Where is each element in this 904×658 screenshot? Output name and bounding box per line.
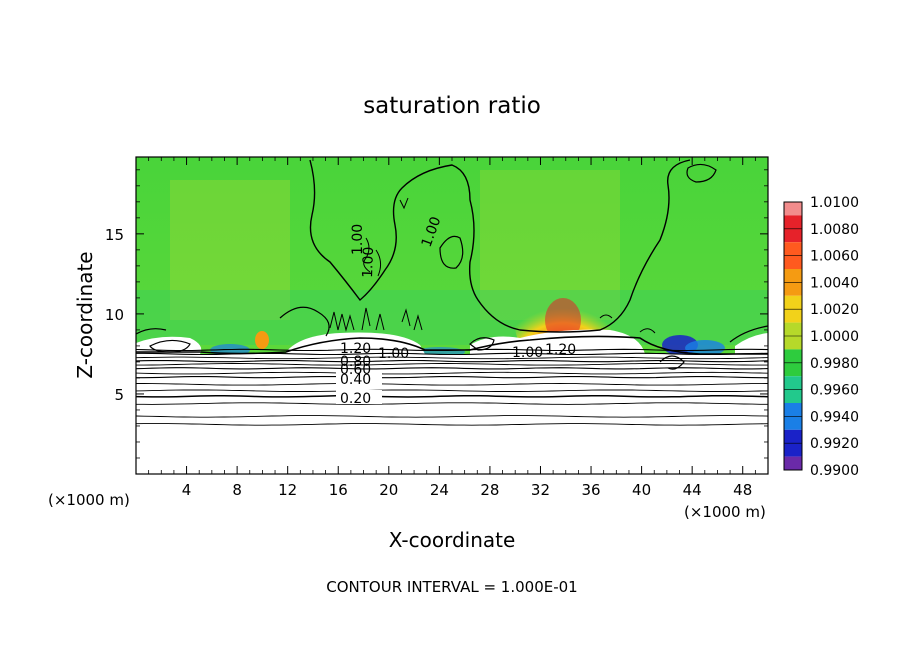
colorbar-label: 1.0060	[810, 249, 859, 265]
contour-line	[136, 415, 768, 418]
colorbar-label: 0.9960	[810, 383, 859, 399]
contour-line	[136, 371, 768, 375]
contour-upper	[279, 306, 330, 337]
contour-label: 1.00	[350, 224, 366, 255]
plot-area: 0.20 0.40 0.60 0.80 1.20 1.00 1.00 1.20 …	[136, 157, 768, 474]
contour-label: 0.60	[340, 362, 371, 378]
contour-label: 0.40	[340, 372, 371, 388]
contour-line	[136, 348, 768, 352]
contour-line	[136, 352, 768, 356]
y-axis: 5 10 15	[105, 169, 768, 459]
extra-contour-lines	[136, 356, 768, 426]
x-tick-label: 36	[581, 481, 600, 499]
contour-upper	[439, 235, 464, 269]
contour-wiggle	[363, 197, 409, 277]
y-axis-label: Z-coordinate	[73, 251, 97, 378]
x-tick-label: 8	[232, 481, 242, 499]
x-unit-left: (×1000 m)	[48, 491, 130, 509]
contour-line	[136, 423, 768, 426]
colorbar-band	[784, 456, 802, 470]
lower-blank-region	[136, 354, 768, 474]
contour-line	[136, 367, 768, 370]
contour-wiggle	[599, 314, 656, 334]
x-axis: 4 8 12 16 20 24 28 32 36 40 44 48	[148, 157, 756, 499]
contour-line	[136, 356, 768, 360]
x-tick-label: 4	[182, 481, 192, 499]
warm-spot	[255, 331, 269, 349]
colorbar-label: 1.0020	[810, 302, 859, 318]
contour-line	[136, 359, 768, 363]
x-tick-label: 16	[329, 481, 348, 499]
x-tick-label: 24	[430, 481, 449, 499]
x-unit-right: (×1000 m)	[684, 503, 766, 521]
contour-upper	[309, 159, 691, 333]
colorbar-label: 1.0080	[810, 222, 859, 238]
field-patch	[136, 290, 768, 345]
x-tick-label: 28	[480, 481, 499, 499]
colorbar-label: 0.9900	[810, 463, 859, 479]
contour-wiggle	[329, 307, 423, 332]
contour-label: 1.20	[340, 341, 371, 357]
contour-line	[136, 363, 768, 366]
contour-cloudbase	[659, 355, 685, 370]
contour-lines	[136, 348, 768, 398]
contour-label: 0.20	[340, 391, 371, 407]
white-blob	[286, 332, 425, 354]
colorbar-label: 0.9920	[810, 436, 859, 452]
colorbar-label: 1.0100	[810, 195, 859, 211]
contour-label: 1.20	[545, 342, 576, 358]
x-tick-label: 12	[278, 481, 297, 499]
contour-labels: 0.20 0.40 0.60 0.80 1.20 1.00 1.00 1.20 …	[336, 215, 576, 407]
chart-title: saturation ratio	[363, 93, 541, 119]
colorbar-label: 0.9940	[810, 409, 859, 425]
colorbar-label: 0.9980	[810, 356, 859, 372]
contour-label: 1.00	[378, 346, 409, 362]
footer-contour-interval: CONTOUR INTERVAL = 1.000E-01	[326, 578, 577, 596]
x-axis-label: X-coordinate	[389, 528, 516, 552]
dry-spot	[685, 340, 725, 356]
colorbar-label: 1.0000	[810, 329, 859, 345]
colorbar-label: 1.0040	[810, 275, 859, 291]
x-tick-label: 40	[632, 481, 651, 499]
contour-line	[136, 383, 768, 386]
contour-upper	[686, 163, 717, 183]
contour-upper	[729, 325, 768, 343]
contour-label: 1.00	[512, 345, 543, 361]
y-tick-label: 5	[114, 386, 124, 404]
y-tick-label: 10	[105, 306, 124, 324]
contour-label: 0.80	[340, 354, 371, 370]
contour-line	[136, 402, 768, 405]
x-tick-label: 48	[733, 481, 752, 499]
white-blob	[735, 333, 768, 354]
contour-upper	[136, 328, 167, 335]
field-patch	[170, 180, 290, 320]
x-tick-label: 20	[379, 481, 398, 499]
contour-label: 1.00	[360, 246, 377, 278]
y-tick-label: 15	[105, 226, 124, 244]
colorbar-band	[784, 202, 802, 216]
x-tick-label: 32	[531, 481, 550, 499]
contour-line	[136, 395, 768, 398]
x-tick-label: 44	[683, 481, 702, 499]
contour-line	[136, 389, 768, 392]
colorbar: 1.0100 1.0080 1.0060 1.0040 1.0020 1.0000 0.99…	[783, 195, 859, 479]
contour-line	[136, 375, 768, 379]
